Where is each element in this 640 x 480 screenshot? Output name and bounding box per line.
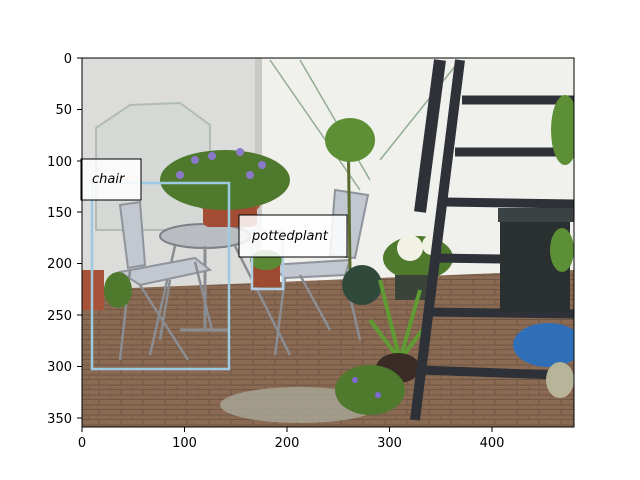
scene-photo (82, 58, 574, 427)
x-tick-label: 200 (275, 436, 300, 451)
x-tick-label: 0 (78, 436, 86, 451)
label-box-chair (80, 158, 142, 201)
y-tick-label: 300 (47, 360, 72, 375)
x-axis: 0 100 200 300 400 (78, 427, 505, 451)
plot-frame (81, 57, 575, 428)
y-tick-label: 350 (47, 412, 72, 427)
detection-chair: chair (80, 158, 231, 371)
x-tick-label: 100 (172, 436, 197, 451)
bounding-box-chair (90, 181, 231, 371)
x-tick-label: 300 (377, 436, 402, 451)
y-axis: 0 50 100 150 200 250 300 350 (47, 52, 82, 427)
y-tick-label: 250 (47, 309, 72, 324)
y-tick-label: 0 (64, 52, 72, 67)
y-tick-label: 50 (55, 103, 72, 118)
detection-pottedplant: pottedplant (238, 214, 348, 291)
y-tick-label: 100 (47, 155, 72, 170)
label-chair: chair (92, 172, 126, 187)
y-tick-label: 200 (47, 257, 72, 272)
label-box-pottedplant (238, 214, 348, 258)
x-tick-label: 400 (480, 436, 505, 451)
y-tick-label: 150 (47, 206, 72, 221)
label-pottedplant: pottedplant (251, 229, 329, 244)
